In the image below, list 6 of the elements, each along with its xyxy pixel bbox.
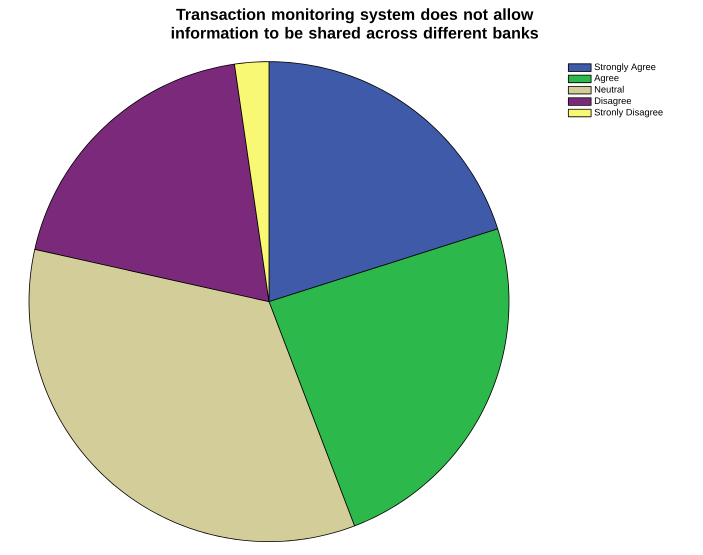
- legend-label: Disagree: [594, 97, 632, 106]
- legend-label: Stronly Disagree: [594, 108, 663, 118]
- chart-title: Transaction monitoring system does not allow information to be shared across different banks: [172, 8, 538, 39]
- legend-label: Agree: [594, 74, 619, 84]
- legend-label: Neutral: [594, 86, 624, 93]
- legend-label: Strongly Agree: [594, 63, 656, 72]
